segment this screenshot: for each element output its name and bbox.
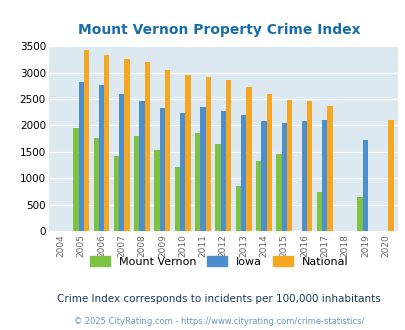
Bar [255, 161, 261, 231]
Bar [93, 138, 99, 231]
Bar [195, 133, 200, 231]
Bar [281, 123, 286, 231]
Bar [99, 85, 104, 231]
Bar [388, 119, 393, 231]
Bar [139, 101, 144, 231]
Bar [215, 144, 220, 231]
Text: © 2025 CityRating.com - https://www.cityrating.com/crime-statistics/: © 2025 CityRating.com - https://www.city… [74, 317, 364, 326]
Bar [275, 154, 281, 231]
Bar [326, 106, 332, 231]
Bar [134, 136, 139, 231]
Bar [180, 113, 185, 231]
Bar [301, 121, 307, 231]
Bar [175, 167, 180, 231]
Bar [220, 111, 225, 231]
Text: Mount Vernon Property Crime Index: Mount Vernon Property Crime Index [78, 23, 360, 37]
Bar [73, 128, 79, 231]
Bar [154, 150, 160, 231]
Bar [261, 121, 266, 231]
Bar [286, 100, 292, 231]
Bar [104, 55, 109, 231]
Bar [79, 82, 83, 231]
Bar [316, 192, 322, 231]
Bar [225, 80, 231, 231]
Bar [357, 197, 362, 231]
Bar [307, 101, 312, 231]
Bar [144, 62, 150, 231]
Bar [124, 59, 130, 231]
Bar [119, 94, 124, 231]
Legend: Mount Vernon, Iowa, National: Mount Vernon, Iowa, National [90, 256, 348, 267]
Bar [322, 119, 327, 231]
Bar [83, 50, 89, 231]
Bar [164, 71, 170, 231]
Bar [185, 75, 190, 231]
Bar [113, 156, 119, 231]
Bar [205, 77, 211, 231]
Bar [200, 108, 205, 231]
Bar [241, 115, 246, 231]
Bar [362, 140, 367, 231]
Bar [235, 185, 240, 231]
Bar [266, 94, 271, 231]
Text: Crime Index corresponds to incidents per 100,000 inhabitants: Crime Index corresponds to incidents per… [57, 294, 380, 304]
Bar [245, 87, 251, 231]
Bar [160, 108, 164, 231]
